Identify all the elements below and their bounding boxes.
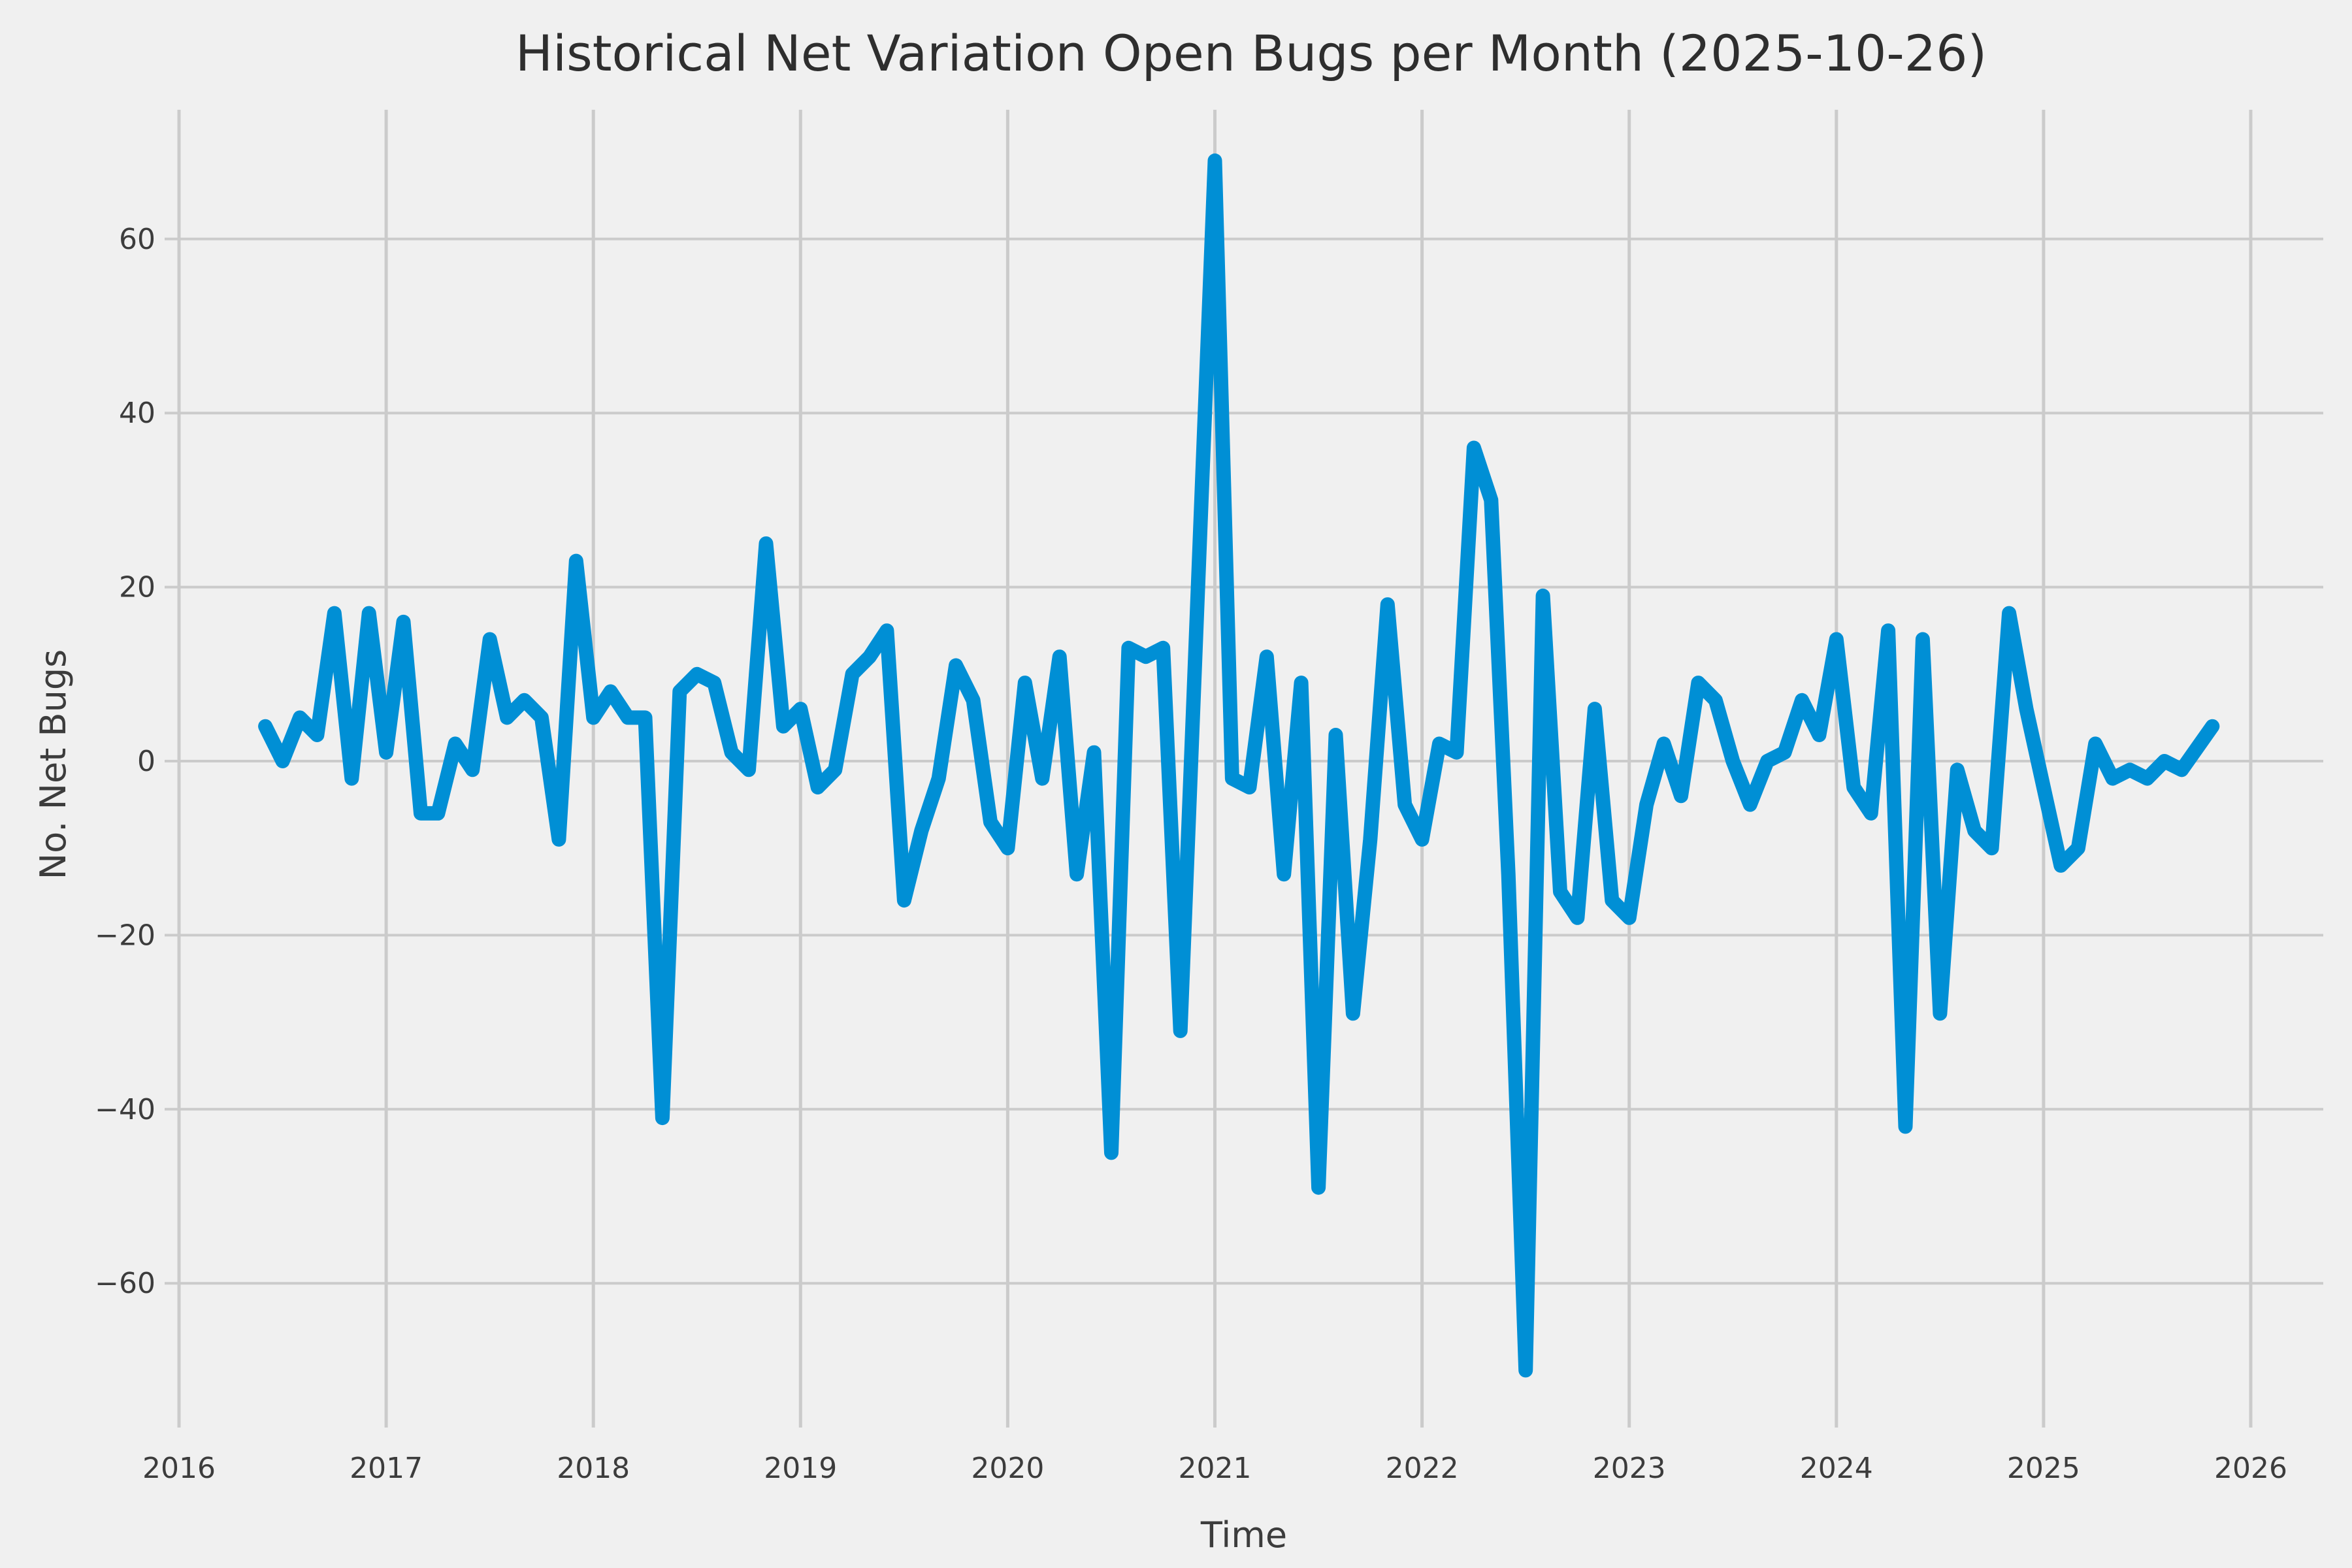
x-tick-2018: 2018 xyxy=(557,1452,630,1485)
data-series xyxy=(258,153,2220,1378)
y-tick-0: 0 xyxy=(137,745,155,778)
x-tick-2026: 2026 xyxy=(2214,1452,2287,1485)
x-tick-2019: 2019 xyxy=(764,1452,837,1485)
x-tick-2023: 2023 xyxy=(1593,1452,1666,1485)
y-axis-label: No. Net Bugs xyxy=(33,649,74,879)
x-axis-label: Time xyxy=(1200,1514,1287,1556)
y-axis-tick-labels: 60 40 20 0 −20 −40 −60 xyxy=(95,223,155,1300)
x-tick-2022: 2022 xyxy=(1386,1452,1459,1485)
x-tick-2016: 2016 xyxy=(142,1452,216,1485)
y-tick--60: −60 xyxy=(95,1267,155,1300)
x-tick-2017: 2017 xyxy=(350,1452,423,1485)
y-tick-20: 20 xyxy=(119,571,155,604)
y-tick-60: 60 xyxy=(119,223,155,256)
x-tick-2024: 2024 xyxy=(1800,1452,1873,1485)
x-axis-tick-labels: 2016 2017 2018 2019 2020 2021 2022 2023 2024 2025… xyxy=(142,1452,2287,1485)
chart-title: Historical Net Variation Open Bugs per M… xyxy=(515,24,1987,82)
y-tick--20: −20 xyxy=(95,919,155,952)
x-tick-2025: 2025 xyxy=(2007,1452,2080,1485)
x-tick-2021: 2021 xyxy=(1179,1452,1252,1485)
y-tick--40: −40 xyxy=(95,1093,155,1126)
y-tick-40: 40 xyxy=(119,397,155,430)
series-line xyxy=(258,153,2220,1378)
x-tick-2020: 2020 xyxy=(971,1452,1044,1485)
